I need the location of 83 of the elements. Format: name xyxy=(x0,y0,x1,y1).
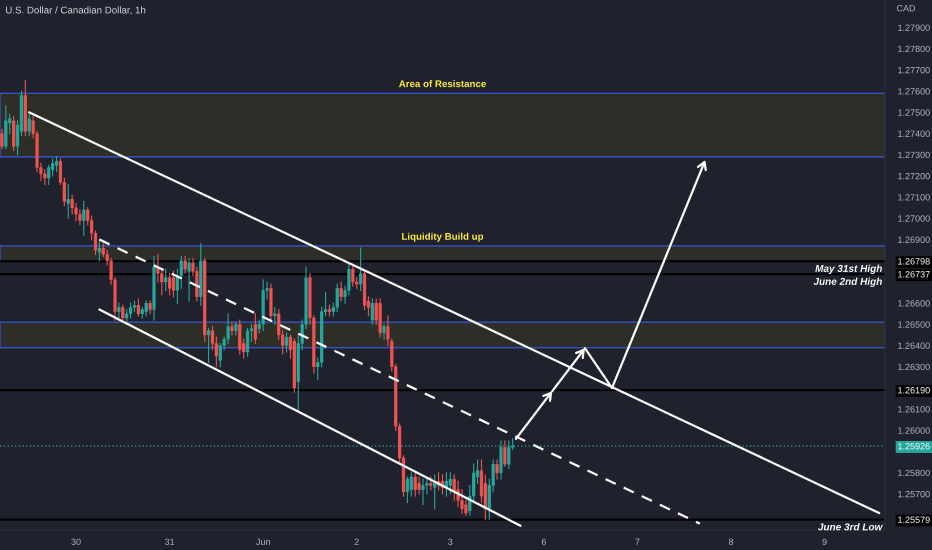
y-axis-title: CAD xyxy=(896,5,916,12)
y-tick-label: 1.27500 xyxy=(898,109,930,116)
candlestick xyxy=(273,306,276,325)
candlestick xyxy=(164,268,168,291)
candlestick xyxy=(246,328,250,357)
text: U.S. Dollar / Canadian Dollar, 1h xyxy=(6,6,146,15)
candlestick xyxy=(226,313,230,344)
candlestick xyxy=(82,200,86,236)
candlestick xyxy=(230,322,234,336)
x-tick-label: 8 xyxy=(728,538,734,545)
y-tick-label: 1.27000 xyxy=(898,215,930,222)
candlestick xyxy=(168,272,172,296)
y-tick-label: 1.26100 xyxy=(898,406,930,413)
candlestick xyxy=(414,472,417,497)
candlestick xyxy=(132,300,136,312)
y-tick-label: 1.26500 xyxy=(898,321,930,328)
y-tick-label: 1.27100 xyxy=(898,194,930,201)
candlestick xyxy=(187,258,191,302)
candlestick xyxy=(121,304,124,323)
ref-line-label: June 2nd High xyxy=(814,278,882,287)
candlestick xyxy=(351,264,354,287)
candlestick xyxy=(421,478,425,506)
candlestick xyxy=(172,270,176,298)
x-tick-label: Jun xyxy=(256,538,270,545)
y-tick-label: 1.26400 xyxy=(898,342,930,349)
candlestick xyxy=(328,304,332,316)
candlestick xyxy=(359,247,362,291)
y-tick-label: 1.27400 xyxy=(898,130,930,137)
y-tick-label: 1.25926 xyxy=(898,443,930,450)
candlestick xyxy=(503,440,506,467)
candlestick xyxy=(98,239,102,262)
candlestick xyxy=(382,324,386,340)
y-tick-label: 1.25700 xyxy=(898,490,930,498)
candlestick xyxy=(448,472,452,495)
candlestick xyxy=(144,300,148,316)
candlestick xyxy=(234,322,238,336)
candlestick xyxy=(370,298,374,325)
candlestick xyxy=(254,313,257,344)
candlestick xyxy=(340,281,343,302)
x-tick-label: 31 xyxy=(164,538,174,545)
candlestick xyxy=(66,184,70,219)
y-tick-label: 1.26000 xyxy=(898,427,930,434)
candlestick xyxy=(336,284,339,312)
band-label: Area of Resistance xyxy=(398,80,486,88)
y-tick-label: 1.27800 xyxy=(898,46,930,52)
candlestick xyxy=(117,302,121,321)
x-tick-label: 9 xyxy=(822,538,827,545)
y-tick-label: 1.27600 xyxy=(898,88,930,95)
candlestick xyxy=(74,202,78,222)
candlestick xyxy=(28,114,31,136)
x-tick-label: 6 xyxy=(542,538,546,545)
y-tick-label: 1.27900 xyxy=(898,24,930,31)
y-tick-label: 1.27300 xyxy=(898,152,930,158)
y-tick-label: 1.26798 xyxy=(898,258,930,265)
candlestick xyxy=(184,256,187,274)
candlestick xyxy=(460,489,464,514)
y-tick-label: 1.26600 xyxy=(898,300,930,307)
candlestick xyxy=(406,476,410,503)
ref-line-label: May 31st High xyxy=(815,264,882,274)
x-tick-label: 2 xyxy=(354,538,359,545)
candlestick xyxy=(417,476,421,495)
band-label: Liquidity Build up xyxy=(402,232,484,242)
candlestick xyxy=(206,328,210,364)
y-tick-label: 1.26300 xyxy=(898,364,930,370)
candlestick xyxy=(429,476,432,490)
y-tick-label: 1.25579 xyxy=(898,516,930,523)
y-tick-label: 1.27700 xyxy=(898,66,930,74)
candlestick xyxy=(148,300,152,314)
x-tick-label: 30 xyxy=(71,538,81,545)
candlestick xyxy=(0,128,4,149)
ref-line-label: June 3rd Low xyxy=(818,523,883,530)
candlestick xyxy=(54,156,58,172)
x-tick-label: 7 xyxy=(635,538,640,545)
candlestick xyxy=(284,332,288,352)
candlestick xyxy=(136,298,140,316)
y-tick-label: 1.26737 xyxy=(898,271,930,278)
y-tick-label: 1.26900 xyxy=(898,236,930,243)
y-tick-label: 1.25800 xyxy=(898,470,930,476)
candlestick xyxy=(495,459,499,480)
candlestick xyxy=(128,302,132,319)
y-tick-label: 1.26190 xyxy=(898,387,930,394)
x-tick-label: 3 xyxy=(448,538,452,545)
y-tick-label: 1.27200 xyxy=(898,172,930,180)
